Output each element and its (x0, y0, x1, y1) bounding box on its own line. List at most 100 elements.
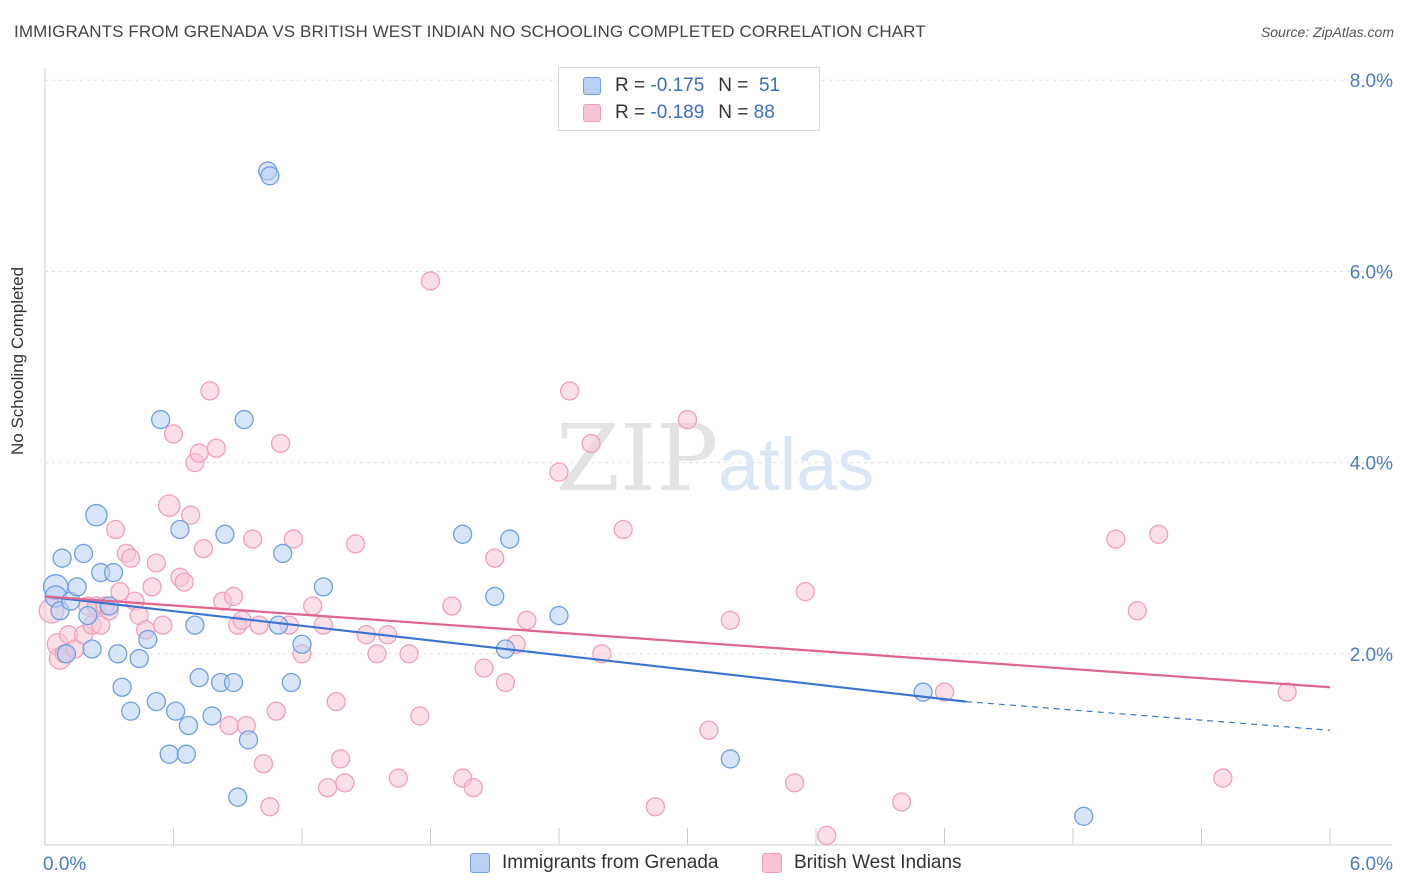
bwi-point (91, 615, 111, 635)
bwi-point (581, 433, 601, 454)
watermark: ZIP atlas (556, 405, 874, 512)
bwi-point (720, 610, 740, 630)
bwi-point (399, 644, 419, 664)
bwi-point (249, 615, 269, 635)
grenada-point (129, 648, 149, 669)
bwi-point (463, 777, 483, 798)
legend-n-grenada: 51 (758, 75, 781, 96)
watermark-atlas: atlas (718, 423, 874, 506)
grenada-point (720, 749, 740, 769)
bwi-point (180, 505, 201, 525)
legend-row-bwi: R = -0.189 N = 88 (583, 101, 775, 125)
legend-item-bwi: British West Indians (762, 852, 962, 874)
bwi-point (206, 438, 226, 458)
trend-lines (44, 595, 1331, 731)
y-axis-label: No Schooling Completed (8, 266, 27, 455)
grenada-point (121, 701, 141, 721)
bwi-point (442, 596, 462, 616)
bwi-point (784, 773, 805, 793)
legend-r-grenada: -0.175 (650, 75, 705, 96)
grenada-point (52, 548, 72, 568)
bwi-point (153, 615, 173, 635)
bwi-point (410, 706, 430, 726)
grenada-point (146, 691, 167, 712)
grenada-point (273, 543, 293, 564)
bwi-point (1149, 524, 1169, 544)
y-tick-label: 8.0% (1350, 71, 1393, 92)
bwi-point (1127, 601, 1147, 621)
grenada-point (202, 706, 222, 726)
grenada-point (108, 644, 128, 664)
bwi-point (699, 720, 719, 740)
legend-label-bwi: British West Indians (794, 852, 962, 873)
bwi-trend-line (44, 595, 1331, 689)
bwi-point (367, 644, 387, 664)
grenada-point (281, 672, 301, 693)
grenada-point (313, 577, 334, 597)
legend-swatch-grenada (583, 77, 601, 95)
bwi-point (106, 519, 126, 540)
grenada-point (176, 744, 197, 764)
grenada-point (138, 629, 158, 650)
bwi-point (318, 777, 338, 798)
bwi-point (253, 754, 274, 774)
bwi-point (121, 548, 141, 568)
legend-label-grenada: Immigrants from Grenada (502, 852, 719, 873)
grenada-point (189, 668, 209, 688)
bwi-point (677, 409, 698, 430)
bwi-point (189, 443, 209, 463)
grenada-point (150, 409, 171, 430)
bwi-point (335, 773, 355, 793)
grenada-point (223, 672, 244, 693)
grenada-point (103, 562, 124, 583)
bwi-point (892, 792, 912, 812)
bwi-point (146, 553, 167, 573)
grenada-point (78, 605, 98, 626)
bwi-point (313, 615, 334, 635)
legend-swatch-bwi-bottom (762, 853, 782, 873)
grenada-point (215, 524, 235, 544)
bwi-point (163, 424, 184, 444)
bwi-point (326, 691, 346, 712)
grenada-point (228, 787, 248, 807)
grenada-point (185, 615, 205, 635)
bwi-point (645, 797, 666, 817)
grenada-trend-extension (965, 701, 1331, 731)
grenada-point (165, 701, 186, 721)
grenada-point (268, 615, 289, 635)
legend-n-bwi: 88 (753, 102, 775, 123)
source-label: Source: ZipAtlas.com (1260, 24, 1394, 40)
bwi-point (157, 494, 181, 517)
x-tick-label: 0.0% (43, 854, 86, 875)
bwi-point (817, 825, 837, 846)
bwi-point (592, 644, 612, 664)
bwi-point (388, 768, 409, 788)
correlation-legend: R = -0.175 N = 51 R = -0.189 N = 88 (558, 67, 820, 131)
grenada-point (82, 639, 102, 659)
y-tick-label: 2.0% (1350, 645, 1393, 666)
grenada-point (549, 605, 569, 626)
bwi-point (1277, 682, 1297, 702)
series-legend: Immigrants from Grenada British West Ind… (0, 852, 1406, 876)
bwi-point (549, 462, 569, 482)
bwi-point (1213, 768, 1233, 788)
bwi-point (270, 433, 291, 454)
bwi-point (142, 577, 162, 597)
legend-row-grenada: R = -0.175 N = 51 (583, 74, 780, 98)
grenada-point (112, 677, 132, 697)
bwi-point (283, 529, 304, 549)
bwi-point (200, 381, 220, 401)
grenada-point (170, 519, 190, 540)
bwi-point (330, 749, 351, 769)
bwi-point (485, 548, 505, 568)
bwi-point (934, 682, 955, 702)
bwi-point (474, 658, 494, 678)
bwi-point (517, 610, 537, 630)
chart-title: IMMIGRANTS FROM GRENADA VS BRITISH WEST … (14, 22, 926, 41)
bwi-point (219, 715, 239, 736)
axes (44, 68, 1392, 846)
legend-item-grenada: Immigrants from Grenada (470, 852, 718, 874)
bwi-point (795, 582, 815, 602)
y-tick-label: 4.0% (1350, 454, 1393, 475)
